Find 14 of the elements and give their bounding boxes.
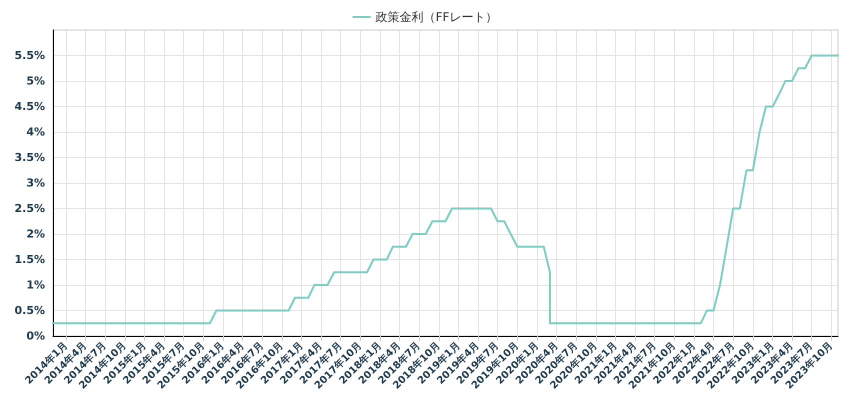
y-tick-label: 1% [26, 278, 45, 292]
y-tick-label: 2.5% [14, 202, 45, 215]
y-tick-label: 5% [26, 74, 45, 88]
y-tick-label: 1.5% [14, 253, 45, 266]
y-tick-label: 3.5% [14, 151, 45, 164]
y-tick-label: 4% [26, 126, 45, 138]
y-tick-label: 0% [26, 330, 45, 342]
y-tick-label: 2% [26, 228, 45, 240]
y-tick-label: 3% [26, 176, 45, 190]
legend-label: 政策金利（FFレート） [376, 10, 498, 24]
y-tick-label: 0.5% [14, 304, 45, 317]
y-tick-label: 4.5% [14, 100, 45, 113]
y-tick-label: 5.5% [14, 49, 45, 62]
line-series [52, 54, 839, 324]
